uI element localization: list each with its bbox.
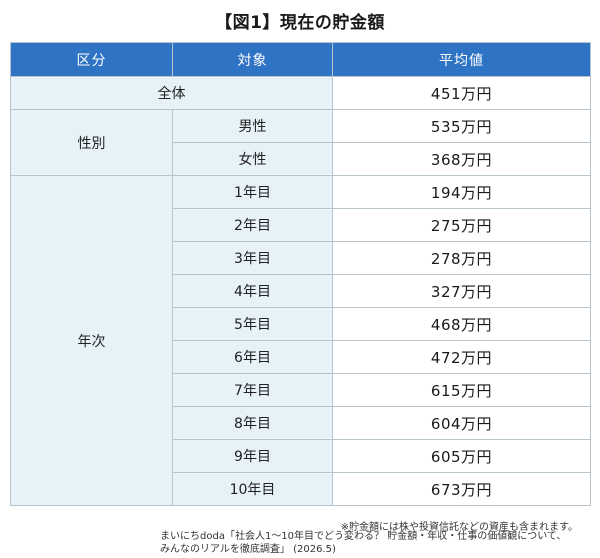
year-value: 615万円 [332, 373, 591, 407]
table-row-year-7: 7年目 615万円 [11, 373, 591, 407]
gender-target: 女性 [172, 142, 333, 176]
year-label: 年次 [10, 175, 173, 506]
year-target: 1年目 [172, 175, 333, 209]
table-row-gender-male: 性別 男性 535万円 [10, 109, 591, 176]
year-target: 8年目 [172, 406, 333, 440]
year-value: 275万円 [332, 208, 591, 242]
table-row-year-1: 年次 1年目 194万円 [10, 175, 591, 506]
overall-label: 全体 [10, 76, 333, 110]
table-row-year-8: 8年目 604万円 [11, 406, 591, 440]
overall-value: 451万円 [332, 76, 591, 110]
table-row-year-2: 2年目 275万円 [11, 208, 591, 242]
year-target: 9年目 [172, 439, 333, 473]
year-value: 604万円 [332, 406, 591, 440]
year-value: 472万円 [332, 340, 591, 374]
table-row-year-3: 3年目 278万円 [11, 241, 591, 275]
gender-value: 535万円 [332, 109, 591, 143]
table-header-row: 区分 対象 平均値 [10, 42, 591, 77]
year-target: 6年目 [172, 340, 333, 374]
year-value: 327万円 [332, 274, 591, 308]
gender-target: 男性 [172, 109, 333, 143]
table-row-year-4: 4年目 327万円 [11, 274, 591, 308]
year-target: 10年目 [172, 472, 333, 506]
header-target: 対象 [172, 42, 333, 77]
year-value: 605万円 [332, 439, 591, 473]
header-category: 区分 [10, 42, 173, 77]
header-average: 平均値 [332, 42, 591, 77]
table-row-year-5: 5年目 468万円 [11, 307, 591, 341]
year-target: 4年目 [172, 274, 333, 308]
table-row-gender-female: 女性 368万円 [11, 142, 591, 176]
gender-label: 性別 [10, 109, 173, 176]
gender-value: 368万円 [332, 142, 591, 176]
table-row-overall: 全体 451万円 [10, 76, 591, 110]
year-target: 7年目 [172, 373, 333, 407]
source-citation: まいにちdoda「社会人1～10年目でどう変わる？ 貯金額・年収・仕事の価値観に… [160, 530, 566, 556]
footnote: ※貯金額には株や投資信託などの資産も含まれます。 [340, 522, 578, 533]
table-row-year-10: 10年目 673万円 [11, 472, 591, 506]
figure-title: 【図1】現在の貯金額 [215, 13, 385, 33]
year-value: 194万円 [332, 175, 591, 209]
source-line: みんなのリアルを徹底調査」 (2026.5) [160, 544, 336, 555]
table-row-year-6: 6年目 472万円 [11, 340, 591, 374]
source-line: まいにちdoda「社会人1～10年目でどう変わる？ 貯金額・年収・仕事の価値観に… [160, 531, 567, 542]
year-value: 468万円 [332, 307, 591, 341]
year-target: 3年目 [172, 241, 333, 275]
year-target: 5年目 [172, 307, 333, 341]
year-value: 673万円 [332, 472, 591, 506]
savings-table: 区分 対象 平均値 全体 451万円 性別 男性 535万円 女性 368万円 … [10, 42, 591, 506]
year-target: 2年目 [172, 208, 333, 242]
year-value: 278万円 [332, 241, 591, 275]
